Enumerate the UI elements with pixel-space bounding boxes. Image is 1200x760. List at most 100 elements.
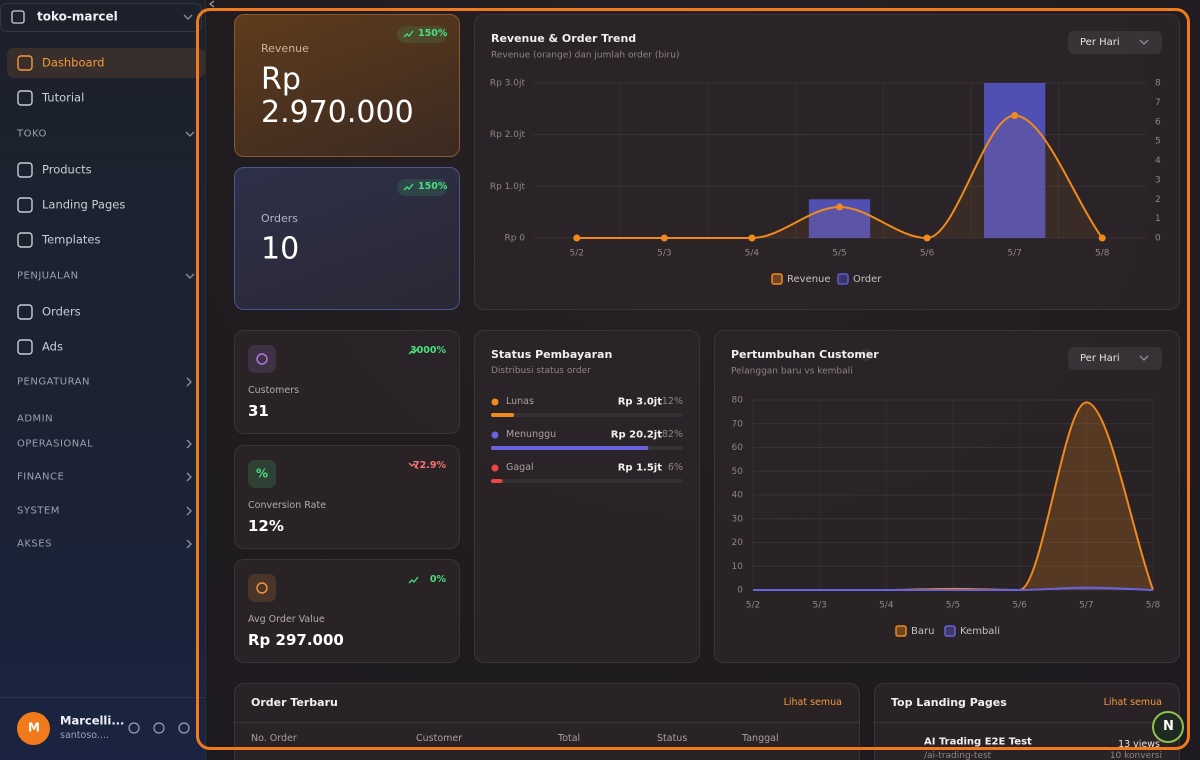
dropdown[interactable]	[1068, 347, 1162, 370]
y-tick-label: 10	[732, 562, 744, 572]
chevron	[186, 539, 192, 549]
status-percent: 82%	[661, 428, 683, 440]
fab[interactable]	[1152, 711, 1184, 743]
chevron	[183, 14, 193, 20]
table-header: Tanggal	[742, 732, 779, 744]
nav-section[interactable]: OPERASIONAL	[17, 438, 94, 450]
trend-arrow	[403, 183, 414, 191]
point	[573, 234, 581, 242]
x-tick-label: 5/2	[570, 249, 584, 259]
nav-section[interactable]: SYSTEM	[17, 505, 60, 517]
trend-arrow	[403, 30, 414, 38]
kpi-label: Avg Order Value	[248, 613, 325, 625]
nav-section[interactable]: ADMIN	[17, 413, 54, 425]
dropdown[interactable]	[1068, 31, 1162, 54]
nav-section[interactable]: PENGATURAN	[17, 376, 90, 388]
kpi-icon	[256, 582, 268, 594]
status-name: Lunas	[506, 395, 534, 407]
status-amount: Rp 20.2jt	[610, 429, 662, 441]
y-tick-label: 40	[732, 491, 744, 501]
point	[923, 234, 931, 242]
card-subtitle: Distribusi status order	[491, 366, 591, 377]
icon	[17, 90, 33, 106]
point	[748, 234, 756, 242]
y-tick-label: 0	[737, 586, 743, 596]
revenue-card	[234, 14, 460, 157]
active-nav-highlight	[7, 48, 205, 78]
chevron	[185, 273, 195, 279]
workspace-switcher[interactable]	[0, 3, 202, 32]
nav-item[interactable]: Dashboard	[42, 55, 105, 70]
point	[1098, 234, 1106, 242]
y-tick-label: 30	[732, 514, 744, 524]
point	[1011, 112, 1019, 120]
avatar[interactable]	[17, 712, 50, 745]
status-dot	[491, 431, 499, 439]
x-tick-label: 5/7	[1079, 601, 1093, 611]
kpi-value: Rp 297.000	[248, 630, 344, 649]
nav-section[interactable]: TOKO	[17, 128, 47, 140]
x-tick-label: 5/2	[746, 601, 760, 611]
table-header: No. Order	[251, 732, 297, 744]
link[interactable]: Lihat semua	[783, 696, 842, 708]
chevron	[186, 377, 192, 387]
x-tick-label: 5/5	[946, 601, 960, 611]
status-percent: 12%	[661, 395, 683, 407]
nav-section[interactable]: AKSES	[17, 538, 52, 550]
user-divider	[0, 697, 205, 698]
chart-subtitle: Pelanggan baru vs kembali	[731, 367, 853, 377]
legend-swatch	[944, 625, 956, 637]
nav-item[interactable]: Landing Pages	[42, 197, 126, 212]
point	[660, 234, 668, 242]
nav-item[interactable]: Templates	[42, 232, 101, 247]
chevron	[185, 131, 195, 137]
nav-section[interactable]: PENJUALAN	[17, 270, 79, 282]
nav-section[interactable]: FINANCE	[17, 471, 65, 483]
nav-item[interactable]: Products	[42, 162, 92, 177]
y-tick-label: 20	[732, 538, 744, 548]
nav-item[interactable]: Tutorial	[42, 90, 85, 105]
stat-label: Orders	[261, 211, 298, 225]
avatar-initial: M	[28, 720, 40, 735]
chart-title: Pertumbuhan Customer	[731, 348, 879, 361]
stat-value: Rp 2.970.000	[261, 62, 414, 130]
stat-change: 150%	[418, 180, 448, 192]
kpi-change: 72.9%	[413, 459, 446, 471]
x-tick-label: 5/8	[1146, 601, 1161, 611]
customer-chart-card	[714, 330, 1180, 663]
legend-label: Kembali	[960, 626, 1000, 637]
stat-change: 150%	[418, 27, 448, 39]
area-fill	[576, 115, 1103, 238]
link[interactable]: Lihat semua	[1103, 696, 1162, 708]
area-fill	[753, 402, 1153, 590]
y-tick-label: Rp 3.0jt	[490, 79, 526, 89]
stat-value: 10	[261, 231, 300, 267]
y2-tick-label: 2	[1155, 195, 1161, 205]
y-tick-label: Rp 2.0jt	[490, 130, 526, 140]
kpi-value: 31	[248, 401, 269, 420]
chevron	[1139, 39, 1149, 45]
status-dot	[491, 398, 499, 406]
nav-item[interactable]: Orders	[42, 304, 81, 319]
nav-item[interactable]: Ads	[42, 339, 63, 354]
status-amount: Rp 1.5jt	[617, 462, 662, 474]
progress-track	[491, 413, 683, 417]
kpi-icon-box	[248, 574, 276, 602]
chart-title: Revenue & Order Trend	[491, 32, 636, 45]
x-tick-label: 5/4	[745, 249, 760, 259]
sidebar	[0, 0, 206, 760]
card-title: Status Pembayaran	[491, 347, 613, 361]
dropdown-label: Per Hari	[1080, 37, 1120, 48]
y2-tick-label: 6	[1155, 117, 1161, 127]
fab-label[interactable]: N	[1163, 718, 1174, 734]
legend-swatch	[895, 625, 907, 637]
y2-tick-label: 1	[1155, 214, 1161, 224]
kpi-change: 3000%	[410, 344, 446, 356]
y2-tick-label: 0	[1155, 234, 1161, 244]
legend-swatch	[837, 273, 849, 285]
x-tick-label: 5/3	[657, 249, 671, 259]
table-header: Status	[657, 732, 688, 744]
y-tick-label: 80	[732, 396, 744, 406]
progress-bar	[491, 479, 503, 483]
